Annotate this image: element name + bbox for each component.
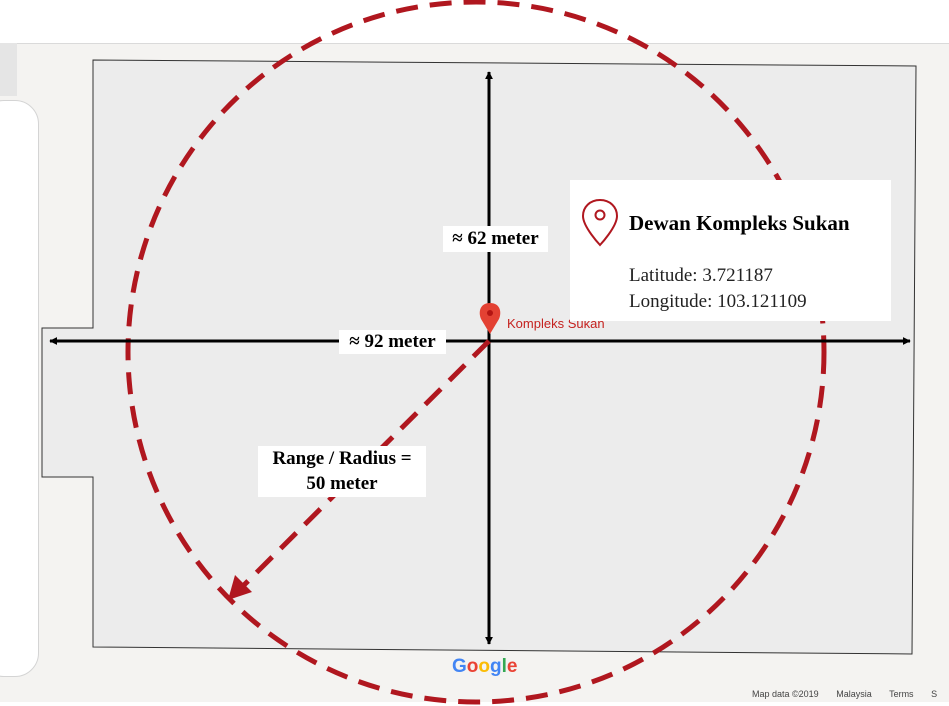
- google-logo-letter: o: [478, 656, 490, 677]
- region-link[interactable]: Malaysia: [836, 689, 872, 699]
- google-logo[interactable]: Google: [452, 656, 517, 678]
- attribution-extra-link[interactable]: S: [931, 689, 938, 699]
- map-data-text: Map data ©2019: [752, 689, 819, 699]
- longitude-text: Longitude: 103.121109: [629, 291, 807, 312]
- radius-arrow-head: [228, 575, 252, 600]
- location-outline-icon: [581, 198, 619, 247]
- latitude-text: Latitude: 3.721187: [629, 265, 773, 286]
- map-pin-icon[interactable]: [479, 303, 501, 334]
- radius-label-line-1: Range / Radius =: [272, 448, 412, 469]
- google-logo-letter: e: [506, 656, 518, 677]
- google-logo-letter: l: [501, 656, 507, 677]
- side-panel: [0, 100, 39, 677]
- building-outline: [41, 59, 917, 655]
- google-logo-letter: o: [466, 656, 479, 677]
- google-logo-letter: g: [490, 656, 502, 677]
- terms-link[interactable]: Terms: [889, 689, 914, 699]
- location-title: Dewan Kompleks Sukan: [629, 211, 850, 235]
- google-logo-letter: G: [452, 656, 467, 677]
- location-info-card: Dewan Kompleks Sukan Latitude: 3.721187 …: [570, 180, 891, 321]
- map-attribution: Map data ©2019 Malaysia Terms S: [752, 689, 949, 699]
- map-control-tab[interactable]: [0, 43, 17, 96]
- radius-label-line-2: 50 meter: [306, 473, 378, 494]
- radius-label: Range / Radius = 50 meter: [258, 446, 426, 497]
- height-dimension-label: ≈ 62 meter: [443, 226, 548, 252]
- range-circle: [125, 0, 827, 705]
- width-dimension-label: ≈ 92 meter: [339, 330, 446, 354]
